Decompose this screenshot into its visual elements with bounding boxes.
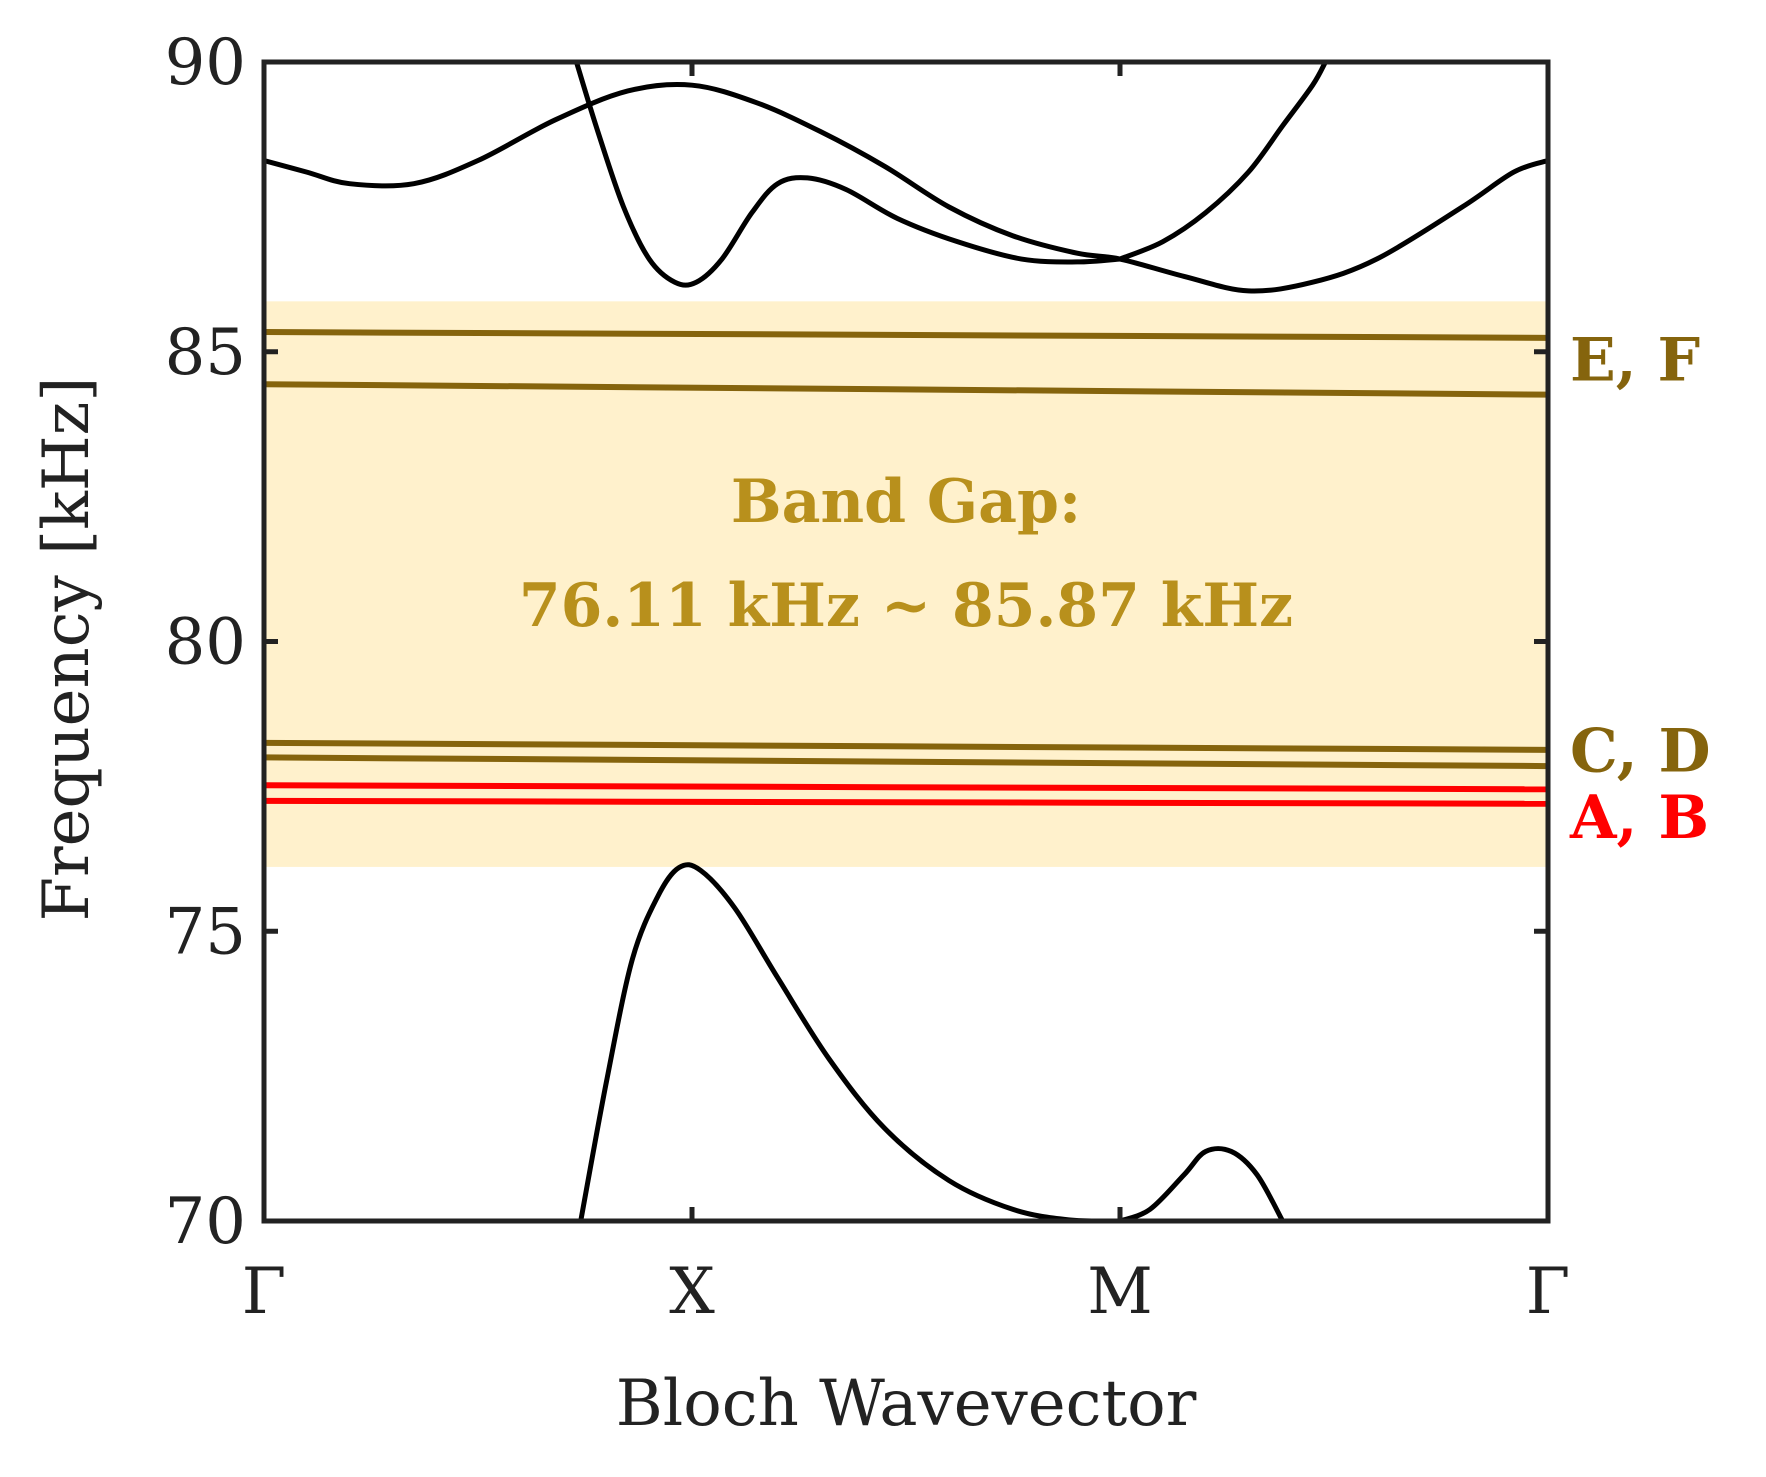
mode-D-line [263, 739, 1549, 753]
bulk-bands [264, 62, 1548, 1221]
band-upper-3-curve [1117, 62, 1328, 262]
y-tick-label: 70 [165, 1185, 246, 1259]
y-axis-title: Frequency [kHz] [30, 377, 104, 922]
x-tick-label: X [669, 1255, 715, 1329]
localized-modes [263, 329, 1549, 807]
band-lower-1-curve [578, 862, 1123, 1221]
band-upper-2-curve [573, 62, 1123, 288]
y-tick-label: 85 [165, 316, 246, 390]
mode-label: C, D [1570, 717, 1711, 787]
axes: 70 75 80 85 90 Γ X M Γ [165, 26, 1571, 1329]
band-lower-2-curve [1117, 1146, 1286, 1221]
y-tick-label: 80 [165, 606, 246, 680]
mode-E-line [263, 381, 1549, 398]
y-tick-label: 75 [165, 895, 246, 969]
y-tick-label: 90 [165, 26, 246, 100]
x-axis-title: Bloch Wavevector [616, 1367, 1197, 1441]
x-tick-label: Γ [1526, 1255, 1570, 1329]
mode-A-line [263, 797, 1549, 807]
band-gap-title: Band Gap: [731, 467, 1081, 537]
mode-labels: E, F C, DA, B [1569, 325, 1711, 853]
band-gap-range: 76.11 kHz ~ 85.87 kHz [519, 571, 1293, 641]
mode-label: A, B [1569, 783, 1709, 853]
mode-C-line [263, 754, 1549, 770]
mode-F-line [263, 329, 1549, 341]
band-upper-1-curve [264, 81, 1548, 294]
mode-B-line [263, 782, 1549, 793]
mode-label: E, F [1570, 325, 1700, 395]
x-tick-label: M [1087, 1255, 1153, 1329]
x-tick-label: Γ [242, 1255, 286, 1329]
